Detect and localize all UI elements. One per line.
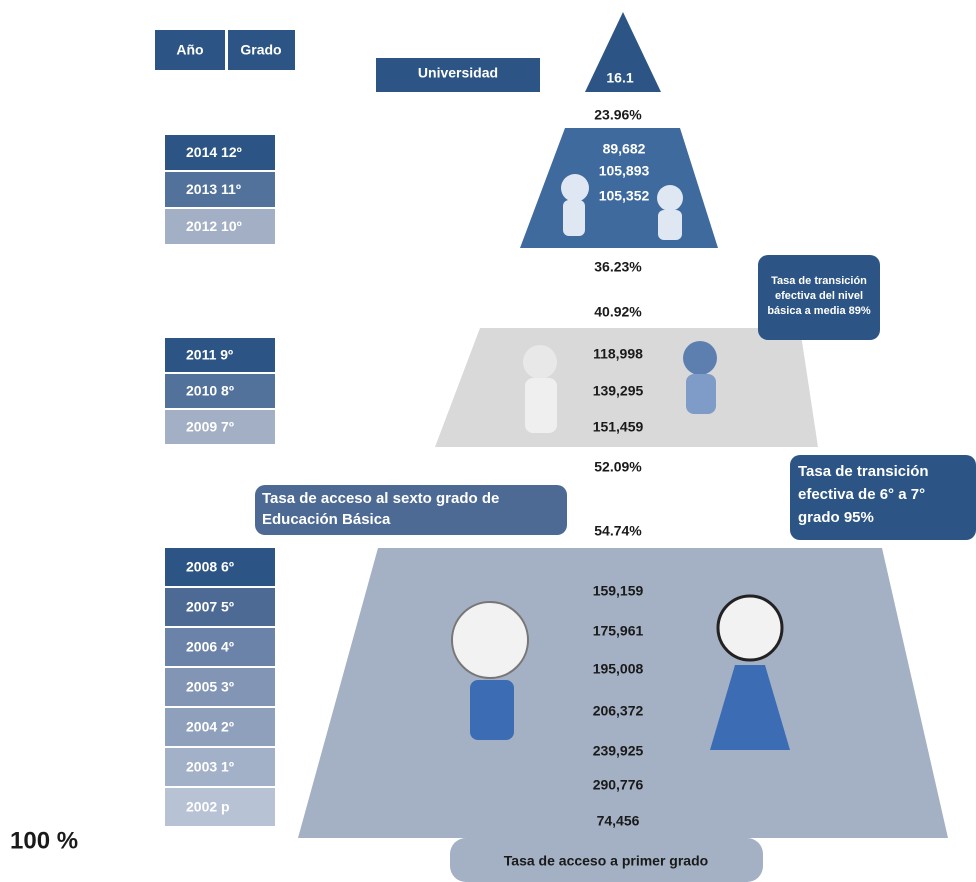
- kid-figure: [451, 174, 790, 750]
- enrollment-value: 105,893: [599, 163, 650, 179]
- grade-box: [165, 135, 275, 170]
- grade-box: [165, 708, 275, 746]
- grade-label: 2010 8º: [186, 383, 234, 399]
- callout-text: efectiva del nivel: [775, 290, 863, 302]
- callout-text: efectiva de 6° a 7°: [798, 486, 925, 503]
- callout-box: [790, 455, 976, 540]
- grade-box: [165, 209, 275, 244]
- enrollment-value: 195,008: [593, 661, 644, 677]
- grade-label: 2014 12º: [186, 144, 242, 160]
- grade-label: 2008 6º: [186, 559, 234, 575]
- enrollment-value: 175,961: [593, 623, 644, 639]
- grade-box: [165, 410, 275, 444]
- rate-total: 100 %: [10, 827, 78, 854]
- grade-label: 2003 1º: [186, 759, 234, 775]
- grade-box: [165, 548, 275, 586]
- callout-text: Tasa de acceso a primer grado: [504, 853, 708, 869]
- grade-label: 2006 4º: [186, 639, 234, 655]
- grade-box: [165, 338, 275, 372]
- rate: 40.92%: [594, 304, 642, 320]
- grade-label: 2011 9º: [186, 347, 233, 363]
- enrollment-value: 159,159: [593, 583, 644, 599]
- callout-text: Tasa de transición: [798, 463, 929, 480]
- header-grade: Grado: [240, 42, 281, 58]
- enrollment-value: 290,776: [593, 777, 644, 793]
- callout-box: [450, 838, 763, 882]
- rate: 54.74%: [594, 523, 642, 539]
- enrollment-value: 89,682: [603, 141, 646, 157]
- callout-box: [758, 255, 880, 340]
- callout-box: [255, 485, 567, 535]
- rate: 52.09%: [594, 459, 642, 475]
- grade-box: [165, 748, 275, 786]
- enrollment-value: 139,295: [593, 383, 644, 399]
- grade-label: 2012 10º: [186, 218, 242, 234]
- enrollment-value: 239,925: [593, 743, 644, 759]
- grade-label: 2002 p: [186, 799, 230, 815]
- university-box: [376, 58, 540, 92]
- enrollment-value: 206,372: [593, 703, 644, 719]
- callout-text: Tasa de transición: [771, 275, 867, 287]
- grade-label: 2013 11º: [186, 181, 241, 197]
- enrollment-value: 151,459: [593, 419, 644, 435]
- rate: 36.23%: [594, 259, 642, 275]
- grade-box: [165, 374, 275, 408]
- callout-text: Tasa de acceso al sexto grado de: [262, 490, 499, 507]
- header-year: Año: [176, 42, 203, 58]
- enrollment-value: 118,998: [593, 346, 643, 362]
- grade-label: 2007 5º: [186, 599, 234, 615]
- grade-box: [165, 172, 275, 207]
- university-value: 16.1: [606, 70, 633, 86]
- callout-text: Educación Básica: [262, 511, 391, 528]
- enrollment-value: 74,456: [597, 813, 640, 829]
- grade-box: [165, 628, 275, 666]
- university-label: Universidad: [418, 65, 498, 81]
- grade-label: 2009 7º: [186, 419, 234, 435]
- header-box: [228, 30, 295, 70]
- pyramid-top: [585, 12, 661, 92]
- grade-label: 2005 3º: [186, 679, 234, 695]
- grade-box: [165, 668, 275, 706]
- callout-text: básica a media 89%: [767, 305, 871, 317]
- grade-box: [165, 588, 275, 626]
- enrollment-value: 105,352: [599, 188, 650, 204]
- header-box: [155, 30, 225, 70]
- grade-box: [165, 788, 275, 826]
- callout-text: grado 95%: [798, 509, 874, 526]
- grade-label: 2004 2º: [186, 719, 234, 735]
- rate: 23.96%: [594, 107, 642, 123]
